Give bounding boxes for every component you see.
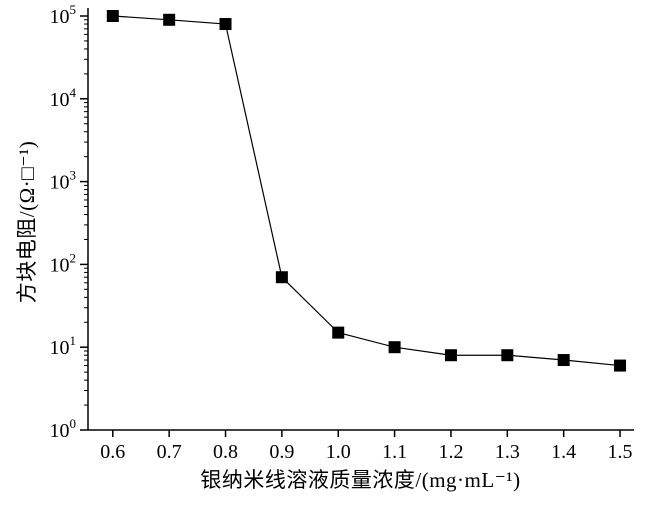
y-tick-label: 101 [50, 333, 77, 359]
x-tick-label: 1.1 [382, 441, 407, 463]
x-tick-label: 0.8 [213, 441, 238, 463]
x-tick-label: 1.4 [551, 441, 576, 463]
data-point [163, 13, 176, 26]
x-axis-title: 银纳米线溶液质量浓度/(mg·mL⁻¹) [200, 468, 521, 492]
y-axis-title: 方块电阻/(Ω·□⁻¹) [15, 140, 39, 304]
x-tick-label: 0.6 [100, 441, 125, 463]
y-tick-label: 100 [50, 416, 77, 442]
x-tick-label: 1.2 [438, 441, 463, 463]
x-tick-label: 0.7 [157, 441, 182, 463]
data-point [388, 341, 401, 354]
x-tick-label: 0.9 [269, 441, 294, 463]
data-point [614, 359, 627, 372]
x-tick-label: 1.0 [326, 441, 351, 463]
y-tick-label: 105 [50, 2, 77, 28]
data-point [444, 349, 457, 362]
data-point [332, 326, 345, 339]
data-point [275, 271, 288, 284]
x-tick-label: 1.5 [608, 441, 633, 463]
data-point [501, 349, 514, 362]
y-tick-label: 103 [50, 168, 77, 194]
data-point [557, 354, 570, 367]
data-point [106, 10, 119, 22]
y-tick-label: 102 [50, 250, 77, 276]
y-tick-label: 104 [50, 85, 77, 111]
series-line [112, 15, 621, 367]
x-tick-label: 1.3 [495, 441, 520, 463]
data-point [219, 18, 232, 31]
